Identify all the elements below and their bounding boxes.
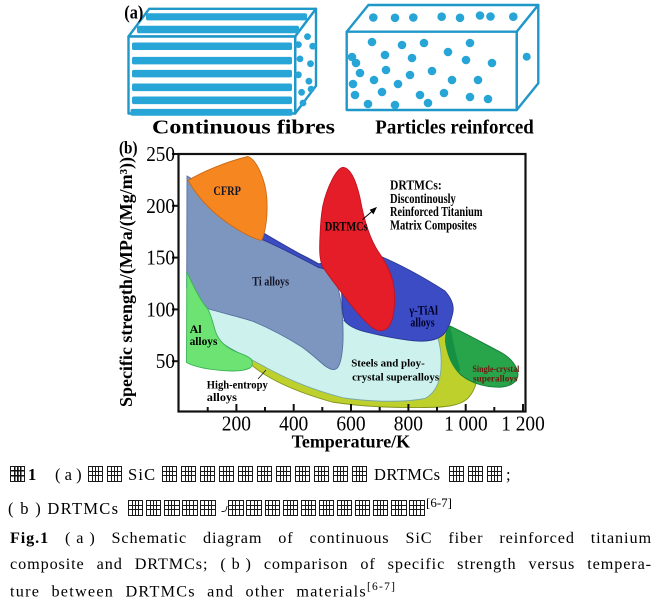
svg-text:crystal superalloys: crystal superalloys bbox=[352, 372, 440, 384]
svg-text:250: 250 bbox=[146, 142, 175, 166]
svg-text:100: 100 bbox=[146, 297, 175, 321]
svg-text:800: 800 bbox=[394, 412, 423, 436]
svg-text:(b): (b) bbox=[119, 138, 138, 159]
svg-text:Ti alloys: Ti alloys bbox=[252, 274, 289, 289]
svg-text:alloys: alloys bbox=[410, 316, 434, 330]
svg-text:200: 200 bbox=[222, 412, 251, 436]
svg-text:CFRP: CFRP bbox=[213, 183, 241, 198]
svg-text:200: 200 bbox=[146, 194, 175, 218]
svg-text:600: 600 bbox=[336, 412, 365, 436]
svg-text:alloys: alloys bbox=[190, 334, 218, 348]
svg-text:superalloys: superalloys bbox=[473, 374, 518, 384]
svg-text:Particles reinforced: Particles reinforced bbox=[375, 117, 534, 139]
svg-text:alloys: alloys bbox=[207, 392, 238, 404]
svg-text:Discontinously: Discontinously bbox=[390, 191, 456, 206]
svg-text:Single-crystal: Single-crystal bbox=[472, 364, 519, 374]
svg-text:γ-TiAl: γ-TiAl bbox=[408, 304, 438, 318]
svg-text:1 000: 1 000 bbox=[444, 412, 488, 436]
svg-text:DRTMCs: DRTMCs bbox=[325, 219, 368, 234]
svg-text:Steels and ploy-: Steels and ploy- bbox=[351, 357, 425, 369]
svg-text:50: 50 bbox=[156, 349, 175, 373]
svg-text:Specific strength/(MPa/(Mg/m³): Specific strength/(MPa/(Mg/m³)) bbox=[116, 157, 136, 407]
svg-text:150: 150 bbox=[146, 246, 175, 270]
svg-text:Matrix Composites: Matrix Composites bbox=[390, 218, 477, 233]
svg-text:(a): (a) bbox=[124, 3, 143, 24]
svg-text:1 200: 1 200 bbox=[501, 412, 545, 436]
svg-text:Continuous fibres: Continuous fibres bbox=[152, 117, 335, 139]
svg-text:Al: Al bbox=[190, 322, 203, 336]
svg-text:400: 400 bbox=[279, 412, 308, 436]
svg-text:High-entropy: High-entropy bbox=[207, 380, 268, 392]
svg-text:Reinforced Titanium: Reinforced Titanium bbox=[390, 204, 483, 219]
svg-text:DRTMCs:: DRTMCs: bbox=[390, 178, 442, 193]
svg-text:Temperature/K: Temperature/K bbox=[292, 431, 411, 451]
